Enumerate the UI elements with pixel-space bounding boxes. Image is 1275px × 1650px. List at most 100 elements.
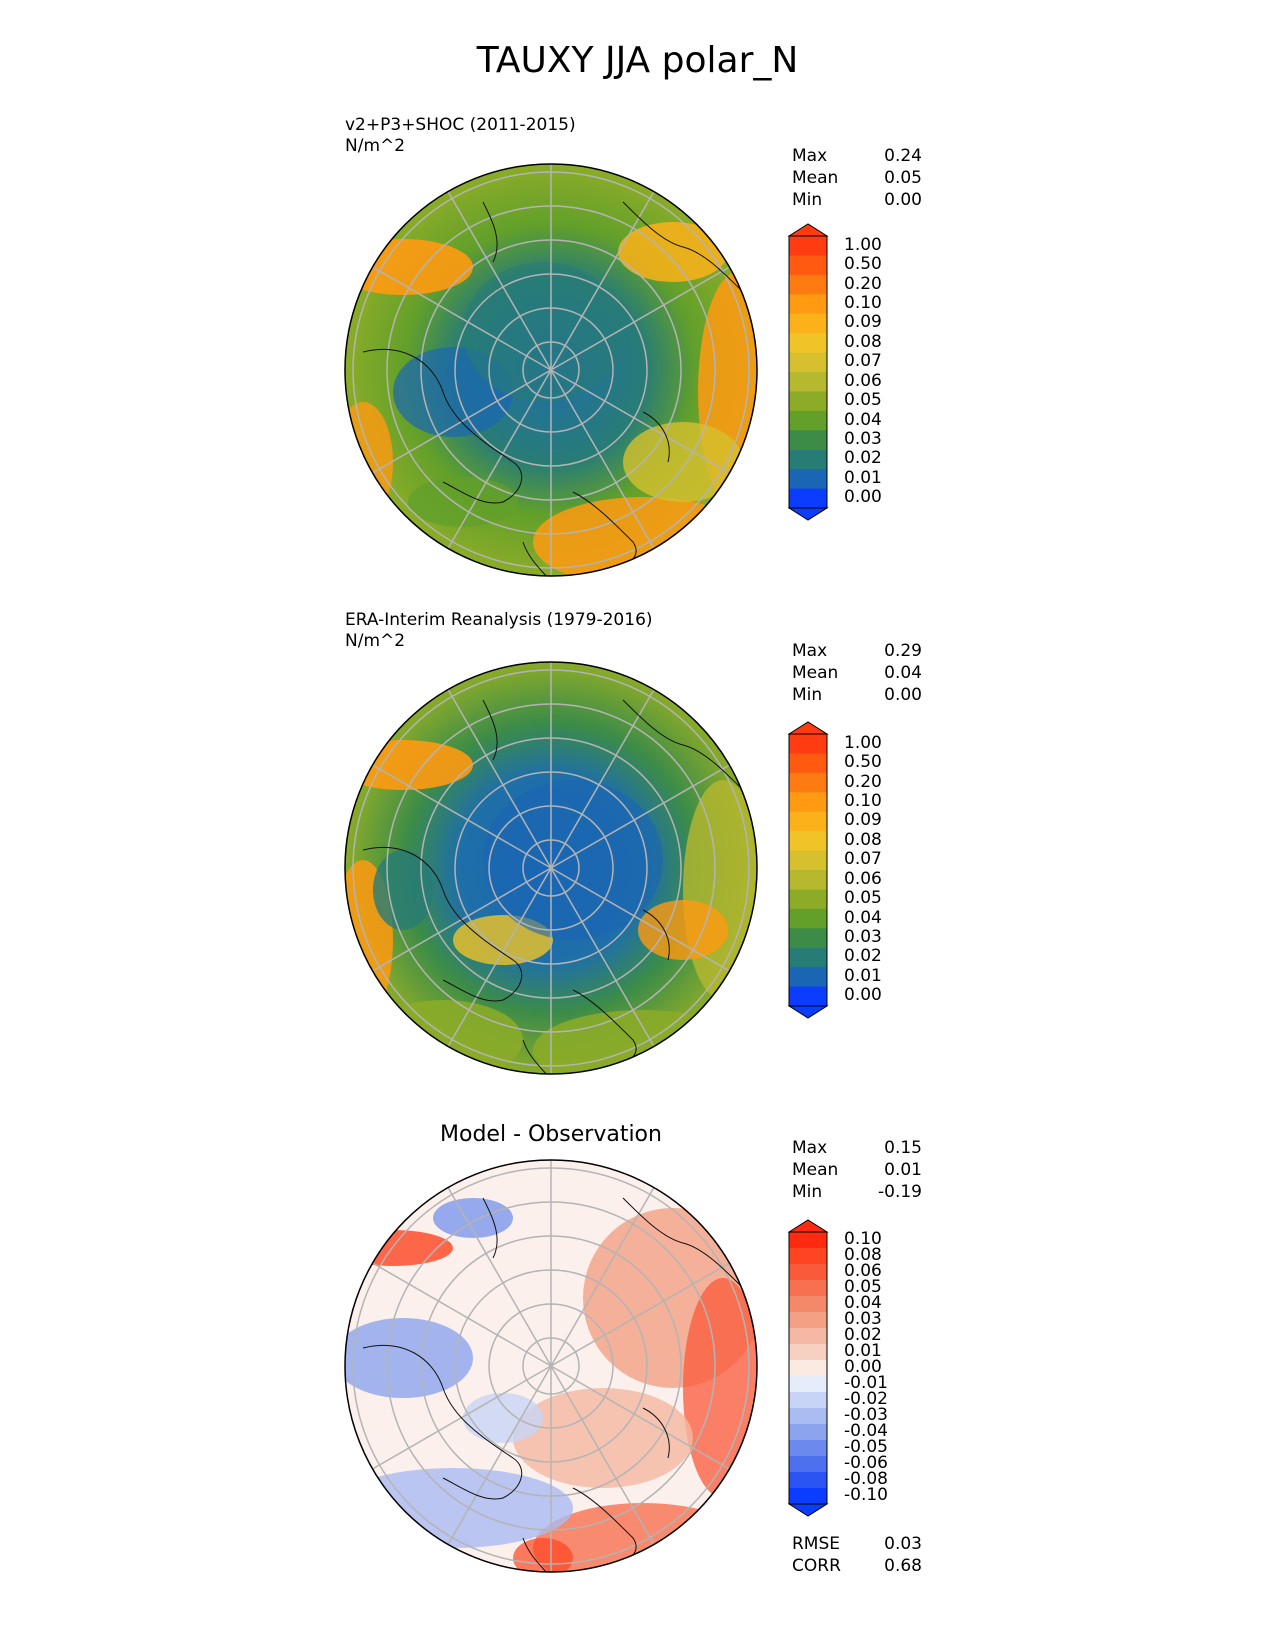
- panel-1-stats: Max 0.24 Mean 0.05 Min 0.00: [792, 145, 922, 211]
- colorbar-swatch: [789, 1424, 827, 1441]
- colorbar-swatch: [789, 928, 827, 949]
- colorbar-swatch: [789, 372, 827, 392]
- colorbar-tick-label: 0.06: [844, 1261, 882, 1281]
- colorbar-swatch: [789, 811, 827, 832]
- stat-value: 0.24: [884, 146, 922, 166]
- metric-value: 0.68: [884, 1556, 922, 1576]
- graticule: [345, 1160, 757, 1572]
- colorbar-swatch: [789, 1264, 827, 1281]
- stat-value: 0.01: [884, 1160, 922, 1180]
- stat-label: Mean: [792, 168, 839, 188]
- colorbar-tick-label: 0.01: [844, 965, 882, 986]
- colorbar-tick-label: 0.04: [844, 907, 882, 928]
- coastlines: [362, 201, 744, 576]
- colorbar-tick-label: 0.10: [844, 293, 882, 313]
- colorbar-swatch: [789, 734, 827, 754]
- colorbar-swatch: [789, 1280, 827, 1297]
- panel-3-polar-map: [343, 1158, 759, 1574]
- colorbar-swatch: [789, 1408, 827, 1425]
- colorbar-swatch: [789, 313, 827, 334]
- colorbar-tick-label: -0.08: [844, 1469, 888, 1489]
- stat-value: 0.15: [884, 1138, 922, 1158]
- colorbar-swatch: [789, 831, 827, 852]
- colorbar-tick-label: 0.50: [844, 254, 882, 275]
- stat-value: 0.05: [884, 168, 922, 188]
- colorbar-tick-label: 0.06: [844, 868, 882, 889]
- colorbar-swatch: [789, 1328, 827, 1345]
- colorbar-swatch: [789, 391, 827, 412]
- colorbar-tick-label: 0.07: [844, 849, 882, 870]
- colorbar-swatch: [789, 294, 827, 315]
- colorbar-tick-label: 0.01: [844, 467, 882, 488]
- panel-2-obs-name: ERA-Interim Reanalysis (1979-2016): [345, 610, 653, 630]
- colorbar-swatch: [789, 352, 827, 373]
- colorbar-tick-label: -0.03: [844, 1405, 888, 1425]
- stat-value: -0.19: [878, 1182, 922, 1202]
- colorbar-top-extension: [787, 721, 829, 735]
- colorbar-bottom-extension: [787, 1503, 829, 1517]
- colorbar-swatch: [789, 430, 827, 451]
- colorbar-top-extension: [787, 1219, 829, 1233]
- panel-1-polar-map: [343, 162, 759, 578]
- colorbar-tick-label: 0.07: [844, 351, 882, 372]
- colorbar-swatch: [789, 792, 827, 813]
- colorbar-swatch: [789, 410, 827, 431]
- colorbar-tick-label: 0.02: [844, 946, 882, 967]
- panel-2-title: ERA-Interim Reanalysis (1979-2016) N/m^2: [345, 610, 653, 652]
- polar-map-svg: [344, 163, 758, 577]
- colorbar-tick-label: -0.01: [844, 1373, 888, 1393]
- polar-map-svg: [344, 661, 758, 1075]
- colorbar-tick-label: 0.02: [844, 1325, 882, 1345]
- graticule: [345, 662, 757, 1074]
- colorbar-swatch: [789, 1392, 827, 1409]
- colorbar-swatches: [789, 1232, 827, 1505]
- colorbar-swatch: [789, 889, 827, 910]
- stat-label: Min: [792, 685, 823, 705]
- metric-label: CORR: [792, 1556, 841, 1576]
- stat-value: 0.04: [884, 663, 922, 683]
- colorbar-swatch: [789, 1472, 827, 1489]
- stat-value: 0.00: [884, 190, 922, 210]
- polar-map-svg: [344, 1159, 758, 1573]
- colorbar-swatch: [789, 772, 827, 793]
- colorbar-tick-label: 0.02: [844, 448, 882, 469]
- colorbar-swatches: [789, 236, 827, 509]
- stat-label: Max: [792, 1138, 828, 1158]
- panel-3-stats: Max 0.15 Mean 0.01 Min -0.19: [792, 1137, 922, 1203]
- colorbar-tick-label: 0.10: [844, 1229, 882, 1249]
- colorbar-swatch: [789, 255, 827, 276]
- stat-value: 0.00: [884, 685, 922, 705]
- colorbar-swatch: [789, 1360, 827, 1377]
- colorbar-tick-label: -0.02: [844, 1389, 888, 1409]
- colorbar-svg: [787, 1219, 829, 1517]
- panel-1-model-name: v2+P3+SHOC (2011-2015): [345, 115, 576, 135]
- colorbar-tick-label: 1.00: [844, 732, 882, 753]
- stat-label: Min: [792, 1182, 823, 1202]
- colorbar-swatch: [789, 1488, 827, 1505]
- panel-2-stats: Max 0.29 Mean 0.04 Min 0.00: [792, 640, 922, 706]
- colorbar-swatch: [789, 986, 827, 1007]
- colorbar-tick-label: 0.20: [844, 771, 882, 792]
- panel-2-polar-map: [343, 660, 759, 1076]
- colorbar-swatch: [789, 1376, 827, 1393]
- colorbar-tick-label: 0.05: [844, 390, 882, 411]
- colorbar-bottom-extension: [787, 507, 829, 521]
- stat-label: Max: [792, 641, 828, 661]
- colorbar-swatch: [789, 488, 827, 509]
- metric-value: 0.03: [884, 1534, 922, 1554]
- colorbar-swatch: [789, 1312, 827, 1329]
- panel-2-colorbar: 1.00 0.50 0.20 0.10 0.09 0.08 0.07 0.06 0.05 0.04…: [787, 720, 882, 1024]
- coastlines: [362, 1197, 744, 1572]
- colorbar-swatch: [789, 908, 827, 929]
- stat-label: Mean: [792, 1160, 839, 1180]
- colorbar-tick-label: 0.50: [844, 752, 882, 773]
- graticule: [345, 164, 757, 576]
- colorbar-swatch: [789, 469, 827, 490]
- colorbar-swatch: [789, 1232, 827, 1249]
- colorbar-tick-label: -0.06: [844, 1453, 888, 1473]
- colorbar-tick-label: 0.00: [844, 487, 882, 508]
- colorbar-svg: [787, 721, 829, 1019]
- colorbar-tick-label: 0.00: [844, 985, 882, 1006]
- stat-label: Min: [792, 190, 823, 210]
- colorbar-tick-label: -0.04: [844, 1421, 888, 1441]
